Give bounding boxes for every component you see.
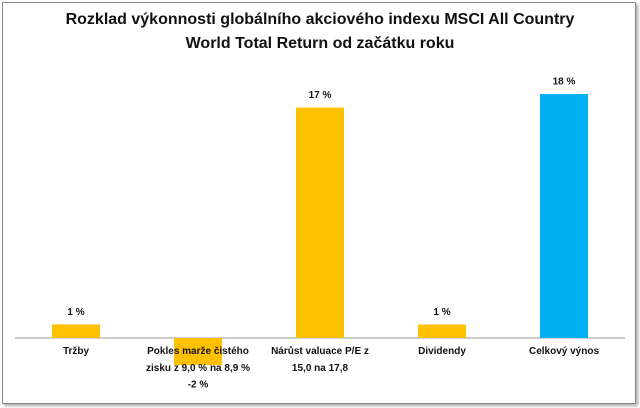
chart-title: Rozklad výkonnosti globálního akciového … [65,11,575,52]
value-label: -2 % [188,380,209,391]
x-tick-label: Nárůst valuace P/E z 15,0 na 17,8 [271,346,369,374]
value-label: 17 % [309,90,332,101]
value-label: 18 % [553,77,576,88]
x-tick-label: Pokles marže čistého zisku z 9,0 % na 8,… [146,346,250,374]
bar [296,107,344,338]
bar [418,324,466,338]
value-label: 1 % [433,307,450,318]
value-label: 1 % [67,307,84,318]
bar [174,338,222,366]
x-tick-label: Dividendy [418,346,466,357]
bar [52,324,100,338]
x-tick-label: Celkový výnos [528,346,600,357]
x-tick-label: Tržby [62,346,90,357]
bar [540,94,588,338]
